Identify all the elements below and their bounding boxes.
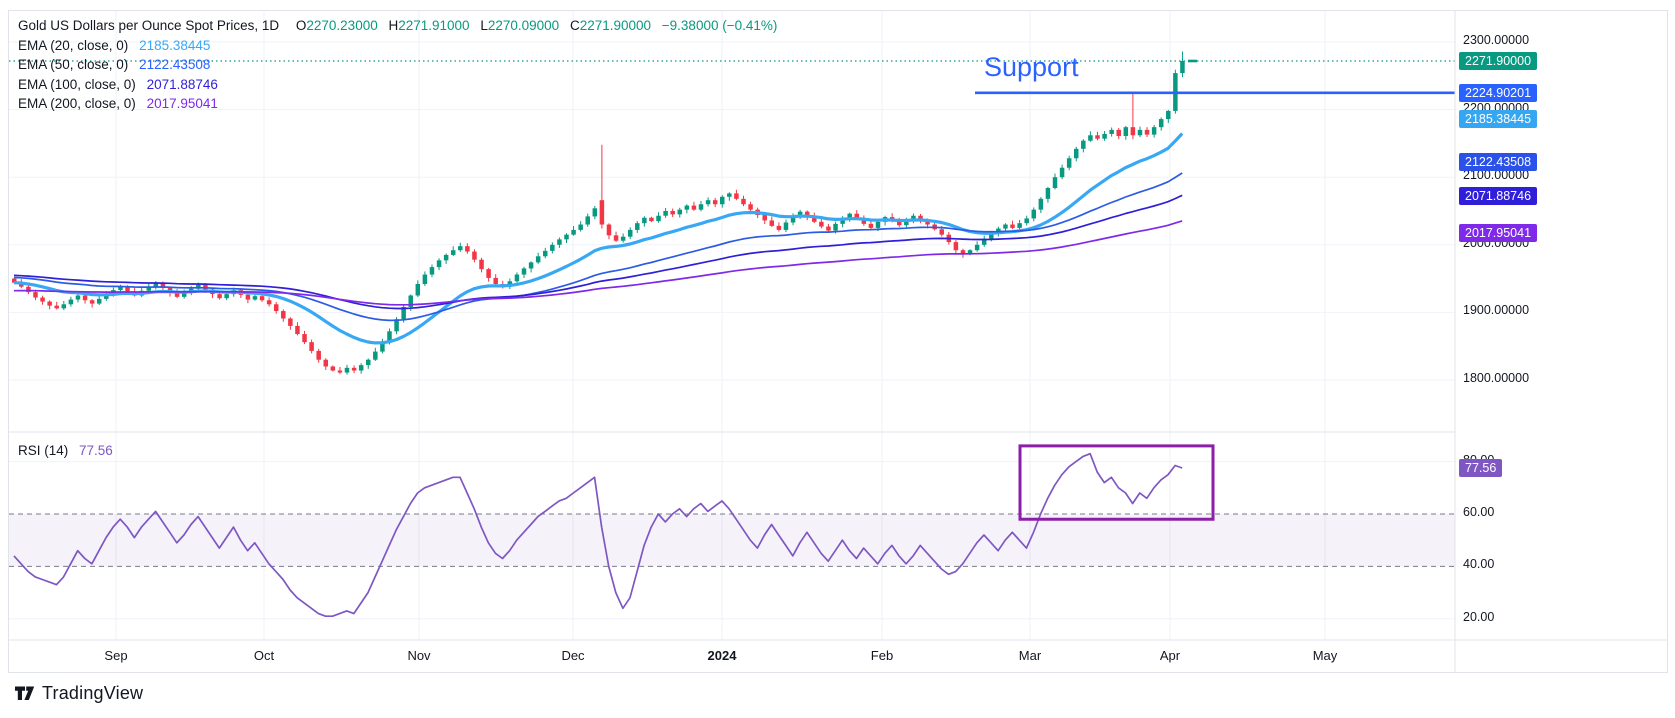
- tradingview-logo-icon: [15, 686, 35, 700]
- main-legend: Gold US Dollars per Ounce Spot Prices, 1…: [18, 16, 777, 114]
- indicator-row-ema100[interactable]: EMA (100, close, 0) 2071.88746: [18, 75, 777, 95]
- ema200-value: 2017.95041: [146, 96, 218, 111]
- rsi-axis-badge: 77.56: [1459, 459, 1503, 477]
- month-label: Apr: [1159, 648, 1181, 663]
- rsi-line: [13, 452, 1183, 618]
- price-axis-label: 1800.00000: [1463, 371, 1530, 385]
- time-axis[interactable]: Sep Oct Nov Dec 2024 Feb Mar Apr May: [8, 640, 1455, 673]
- rsi-axis-label: 40.00: [1463, 557, 1495, 571]
- ema-100-line: [13, 194, 1183, 310]
- open-label: O: [295, 18, 307, 33]
- high-value: 2271.91000: [398, 18, 470, 33]
- month-label: May: [1312, 648, 1338, 663]
- month-label: 2024: [707, 648, 737, 663]
- close-label: C: [569, 18, 580, 33]
- high-label: H: [388, 18, 399, 33]
- low-value: 2270.09000: [487, 18, 560, 33]
- price-axis-badge: 2017.95041: [1459, 224, 1538, 242]
- price-axis-badge: 2224.90201: [1459, 84, 1538, 102]
- price-axis[interactable]: 2300.00000 2200.00000 2100.00000 2000.00000…: [1455, 10, 1669, 673]
- price-axis-badge: 2071.88746: [1459, 187, 1538, 205]
- symbol-legend-row[interactable]: Gold US Dollars per Ounce Spot Prices, 1…: [18, 16, 777, 36]
- tradingview-attribution[interactable]: TradingView: [14, 683, 143, 704]
- ema-50-line: [13, 172, 1183, 322]
- tradingview-logo-text: TradingView: [42, 683, 144, 703]
- indicator-row-ema20[interactable]: EMA (20, close, 0) 2185.38445: [18, 36, 777, 56]
- month-label: Nov: [407, 648, 431, 663]
- month-label: Dec: [561, 648, 585, 663]
- rsi-value: 77.56: [79, 443, 113, 458]
- indicator-row-rsi[interactable]: RSI (14) 77.56: [18, 441, 113, 461]
- price-axis-badge: 2271.90000: [1459, 52, 1538, 70]
- rsi-band: [9, 514, 1455, 567]
- rsi-label: RSI (14): [18, 443, 69, 458]
- rsi-highlight-box[interactable]: [1018, 444, 1215, 521]
- price-axis-badge: 2185.38445: [1459, 110, 1538, 128]
- ema20-value: 2185.38445: [139, 37, 211, 53]
- indicator-row-ema50[interactable]: EMA (50, close, 0) 2122.43508: [18, 55, 777, 75]
- ema100-label: EMA (100, close, 0): [18, 76, 136, 92]
- indicator-row-ema200[interactable]: EMA (200, close, 0) 2017.95041: [18, 94, 777, 114]
- ema100-value: 2071.88746: [146, 76, 218, 92]
- month-label: Oct: [253, 648, 275, 663]
- month-label: Sep: [104, 648, 128, 663]
- close-value: 2271.90000: [579, 18, 652, 33]
- ema20-label: EMA (20, close, 0): [18, 37, 129, 53]
- ema50-label: EMA (50, close, 0): [18, 57, 129, 72]
- support-annotation-label[interactable]: Support: [984, 52, 1079, 82]
- price-axis-label: 2300.00000: [1463, 33, 1530, 47]
- month-label: Feb: [870, 648, 894, 663]
- rsi-axis-label: 60.00: [1463, 505, 1495, 519]
- ema-200-line: [13, 220, 1183, 306]
- ema50-value: 2122.43508: [139, 57, 211, 72]
- chart-card: [8, 10, 1668, 673]
- open-value: 2270.23000: [306, 18, 378, 33]
- ema200-label: EMA (200, close, 0): [18, 96, 136, 111]
- rsi-axis-label: 20.00: [1463, 610, 1495, 624]
- change-value: −9.38000 (−0.41%): [661, 18, 778, 33]
- price-axis-label: 2100.00000: [1463, 168, 1530, 182]
- grid-layer: [9, 11, 1455, 640]
- month-label: Mar: [1018, 648, 1042, 663]
- symbol-title: Gold US Dollars per Ounce Spot Prices, 1…: [18, 18, 280, 33]
- low-label: L: [480, 18, 488, 33]
- price-axis-badge: 2122.43508: [1459, 153, 1538, 171]
- price-axis-label: 1900.00000: [1463, 303, 1530, 317]
